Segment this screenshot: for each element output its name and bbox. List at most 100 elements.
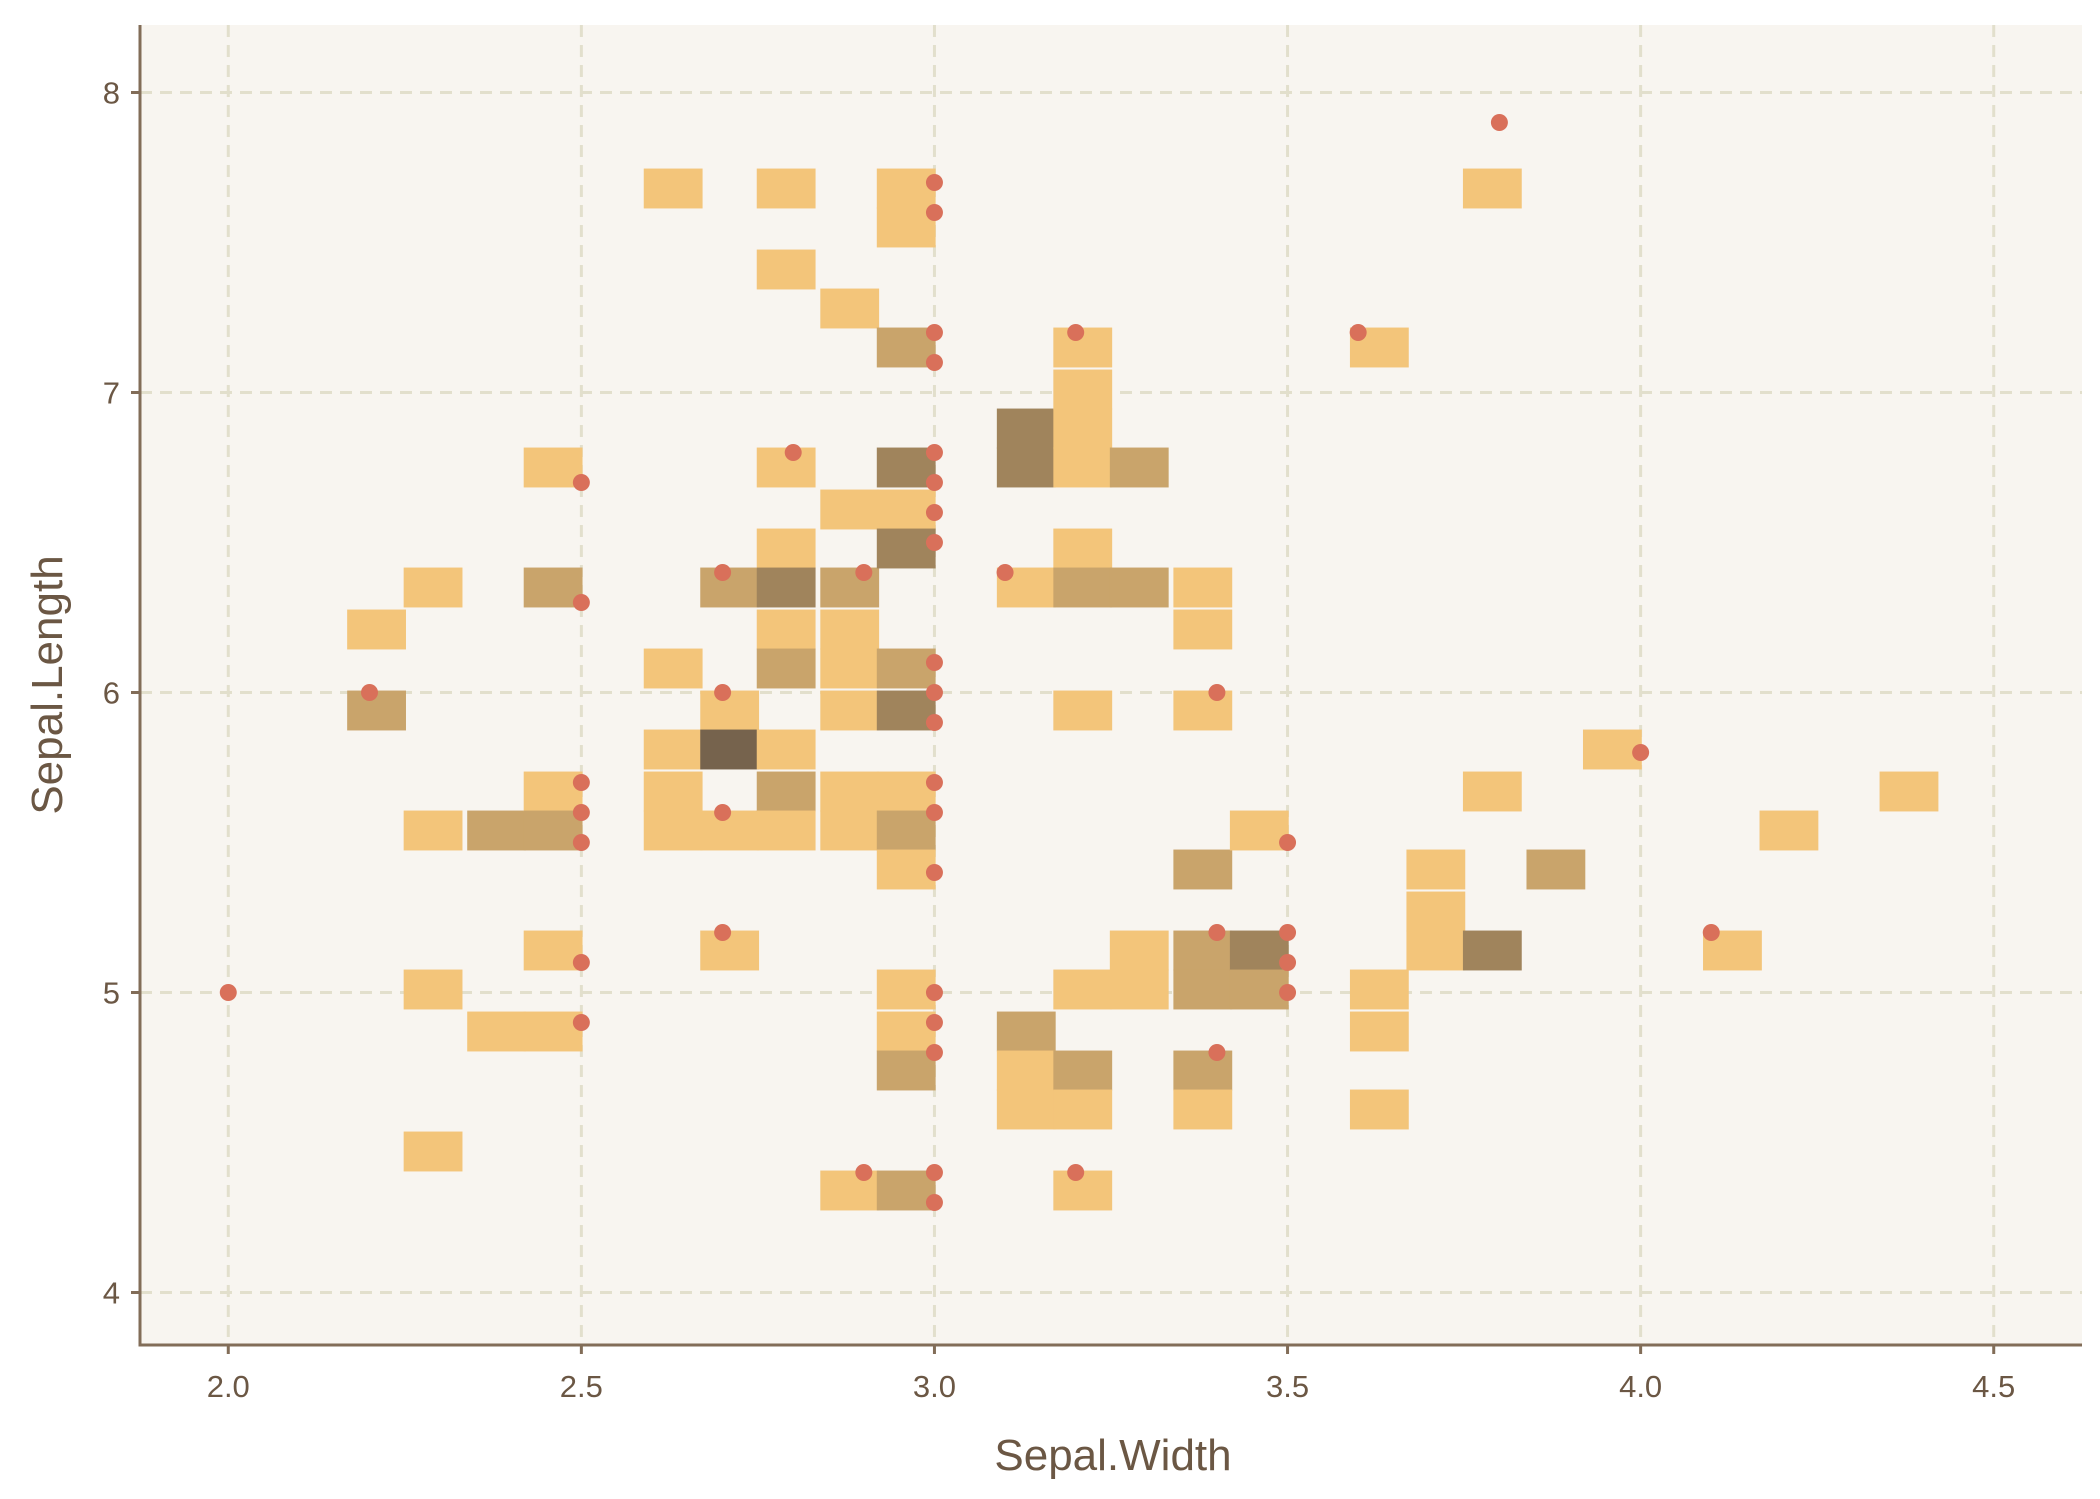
heatmap-bin — [347, 609, 406, 650]
heatmap-bin — [1053, 567, 1113, 608]
data-point — [361, 684, 379, 701]
data-point — [1632, 744, 1650, 761]
data-points — [219, 114, 1720, 1211]
data-point — [925, 444, 943, 461]
heatmap-bin — [1109, 930, 1169, 971]
heatmap-bin — [876, 810, 936, 851]
y-tick-label: 4 — [103, 1276, 120, 1311]
heatmap-bin — [1173, 1089, 1233, 1130]
heatmap-bin — [756, 168, 816, 209]
heatmap-bin — [700, 729, 760, 770]
heatmap-bin — [1173, 567, 1233, 608]
heatmap-bins — [347, 168, 1939, 1211]
heatmap-bin — [643, 648, 703, 689]
heatmap-bin — [1526, 849, 1586, 890]
y-axis-title: Sepal.Length — [23, 555, 72, 814]
data-point — [925, 864, 943, 881]
data-point — [714, 804, 732, 821]
heatmap-bin — [876, 690, 936, 731]
heatmap-bin — [1053, 408, 1113, 449]
heatmap-bin — [1109, 969, 1169, 1010]
heatmap-bin — [876, 1050, 936, 1091]
x-tick-label: 2.0 — [207, 1369, 250, 1404]
data-point — [925, 174, 943, 191]
heatmap-bin — [996, 447, 1056, 488]
heatmap-bin — [1349, 1011, 1409, 1052]
data-point — [925, 1194, 943, 1211]
heatmap-bin — [1173, 969, 1233, 1010]
data-point — [925, 804, 943, 821]
heatmap-bin — [403, 1131, 463, 1172]
heatmap-bin — [820, 609, 880, 650]
heatmap-bin — [523, 930, 583, 971]
heatmap-bin — [523, 1011, 583, 1052]
heatmap-bin — [643, 168, 703, 209]
heatmap-bin — [876, 447, 936, 488]
data-point — [996, 564, 1014, 581]
heatmap-bin — [996, 1050, 1056, 1091]
data-point — [925, 1164, 943, 1181]
heatmap-bin — [876, 969, 936, 1010]
heatmap-bin — [1053, 690, 1113, 731]
heatmap-bin — [1109, 567, 1169, 608]
data-point — [925, 204, 943, 221]
heatmap-bin — [996, 1011, 1056, 1052]
heatmap-bin — [820, 690, 880, 731]
y-tick-label: 8 — [103, 76, 120, 111]
heatmap-bin — [876, 1011, 936, 1052]
data-point — [572, 1014, 590, 1031]
heatmap-bin — [1229, 930, 1289, 971]
heatmap-bin — [876, 168, 936, 209]
data-point — [855, 1164, 873, 1181]
heatmap-bin — [756, 249, 816, 290]
heatmap-bin — [996, 408, 1056, 449]
heatmap-bin — [876, 849, 936, 890]
data-point — [219, 984, 237, 1001]
data-point — [784, 444, 802, 461]
y-tick-labels: 4 5 6 7 8 — [103, 76, 140, 1311]
data-point — [1067, 1164, 1085, 1181]
heatmap-bin — [820, 771, 880, 812]
heatmap-bin — [1462, 168, 1522, 209]
x-tick-label: 4.5 — [1972, 1369, 2015, 1404]
data-point — [572, 774, 590, 791]
heatmap-bin — [523, 447, 583, 488]
data-point — [1702, 924, 1720, 941]
heatmap-bin — [820, 810, 880, 851]
heatmap-bin — [820, 648, 880, 689]
heatmap-bin — [1879, 771, 1939, 812]
data-point — [855, 564, 873, 581]
heatmap-bin — [467, 1011, 527, 1052]
data-point — [1208, 1044, 1226, 1061]
heatmap-bin — [876, 207, 936, 248]
heatmap-bin — [876, 327, 936, 368]
heatmap-bin — [1229, 810, 1289, 851]
x-tick-label: 2.5 — [560, 1369, 603, 1404]
heatmap-bin — [756, 648, 816, 689]
data-point — [572, 474, 590, 491]
heatmap-bin — [1349, 969, 1409, 1010]
heatmap-bin — [1053, 528, 1113, 569]
data-point — [925, 474, 943, 491]
data-point — [925, 774, 943, 791]
data-point — [1208, 924, 1226, 941]
data-point — [572, 804, 590, 821]
y-tick-label: 5 — [103, 976, 120, 1011]
data-point — [925, 504, 943, 521]
x-tick-label: 3.5 — [1266, 1369, 1309, 1404]
heatmap-bin — [1349, 1089, 1409, 1130]
heatmap-bin — [403, 810, 463, 851]
data-point — [714, 564, 732, 581]
heatmap-bin — [1109, 447, 1169, 488]
heatmap-bin — [756, 528, 816, 569]
data-point — [925, 354, 943, 371]
heatmap-bin — [820, 489, 880, 530]
heatmap-bin — [1229, 969, 1289, 1010]
heatmap-bin — [1582, 729, 1642, 770]
heatmap-bin — [876, 648, 936, 689]
data-point — [1279, 924, 1297, 941]
x-axis-title: Sepal.Width — [994, 1431, 1231, 1480]
data-point — [925, 684, 943, 701]
axes — [138, 25, 2082, 1347]
data-point — [925, 534, 943, 551]
